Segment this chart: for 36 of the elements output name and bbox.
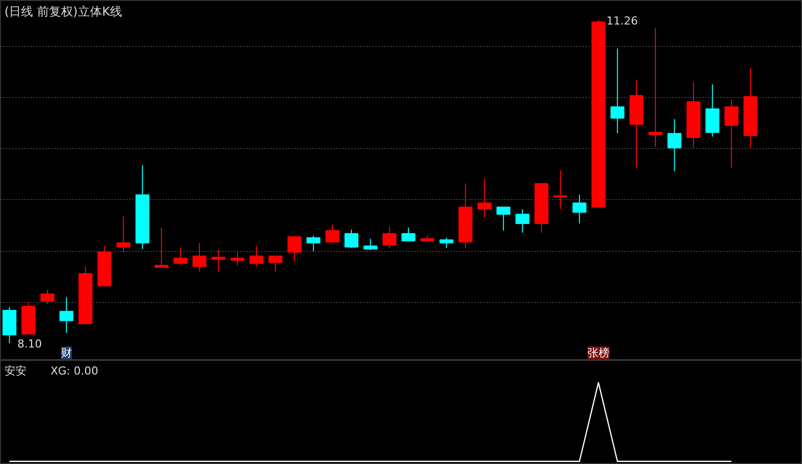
candlestick (382, 226, 396, 248)
candlestick (572, 194, 586, 224)
candlestick (211, 250, 226, 272)
candlestick (287, 236, 302, 262)
candlestick (363, 238, 378, 251)
chart-title: (日线 前复权) (4, 4, 78, 18)
candlestick (173, 248, 188, 265)
candlestick (705, 84, 720, 138)
candlestick (610, 48, 624, 134)
candlestick (648, 28, 662, 148)
annotation: 11.26 (606, 14, 638, 28)
annotation: 财 (60, 346, 72, 360)
candlestick (496, 206, 510, 232)
candlestick (116, 216, 130, 253)
candlestick (249, 245, 264, 267)
annotation: 张榜 (587, 346, 610, 360)
candlestick (401, 227, 416, 242)
candlestick (724, 99, 738, 169)
candlestick (154, 227, 168, 268)
candlestick (667, 118, 682, 172)
candlestick (344, 229, 358, 248)
candlestick (515, 208, 530, 234)
candlestick (59, 296, 74, 334)
candlestick (192, 242, 206, 272)
candlestick (477, 178, 492, 218)
chart-subtitle: 立体K线 (78, 4, 122, 18)
candlestick (40, 289, 54, 305)
annotation: 8.10 (17, 338, 42, 351)
chart-title: 安安 (4, 364, 26, 378)
candlestick (325, 224, 340, 244)
candlestick (230, 252, 244, 266)
candlestick (553, 170, 568, 210)
candlestick (268, 256, 282, 272)
candlestick (439, 237, 454, 248)
candlestick (306, 235, 320, 252)
text: XG: 0.00 (50, 364, 98, 378)
